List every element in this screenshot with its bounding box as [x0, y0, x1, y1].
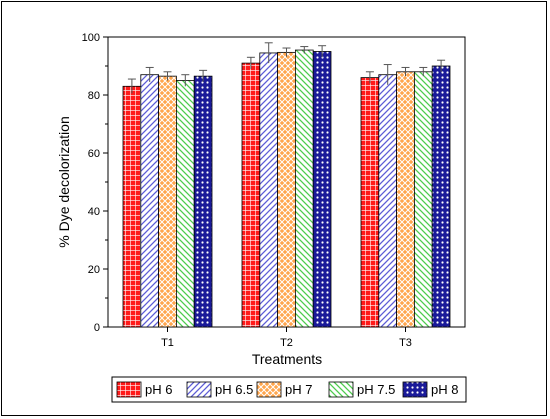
bar — [378, 74, 397, 328]
bar — [140, 74, 160, 328]
bar — [241, 62, 261, 328]
bar — [158, 75, 177, 328]
y-tick-label: 60 — [88, 148, 100, 160]
y-tick-label: 80 — [88, 90, 100, 102]
bar — [431, 65, 451, 328]
x-tick-label: T3 — [399, 337, 412, 349]
y-tick-label: 20 — [88, 264, 100, 276]
y-tick-label: 100 — [82, 32, 100, 44]
legend: pH 6 pH 6.5 pH 7 pH 7.5 pH 8 — [111, 376, 467, 403]
bar — [175, 80, 195, 328]
legend-label: pH 6 — [145, 382, 172, 397]
bar — [312, 51, 332, 328]
x-tick-label: T2 — [280, 337, 293, 349]
legend-label: pH 7.5 — [357, 382, 395, 397]
y-tick-label: 0 — [94, 322, 100, 334]
legend-swatch — [116, 381, 142, 398]
legend-label: pH 6.5 — [215, 382, 253, 397]
x-axis-title: Treatments — [252, 351, 322, 367]
plot-area: 0 20 40 60 80 100 T1 T2 T3 — [82, 32, 466, 349]
bar — [259, 52, 278, 328]
x-tick-label: T1 — [161, 337, 174, 349]
legend-swatch — [256, 381, 282, 398]
bar — [413, 71, 433, 328]
y-tick-label: 40 — [88, 206, 100, 218]
legend-label: pH 8 — [431, 382, 458, 397]
legend-label: pH 7 — [285, 382, 312, 397]
bar — [193, 75, 213, 328]
bar — [277, 51, 296, 328]
bar — [360, 77, 380, 328]
legend-swatch — [328, 381, 354, 398]
bar — [122, 85, 142, 328]
y-axis-title: % Dye decolorization — [56, 116, 72, 248]
bar — [396, 71, 415, 328]
bar — [294, 49, 314, 328]
legend-swatch — [186, 381, 212, 398]
legend-swatch — [402, 381, 428, 398]
